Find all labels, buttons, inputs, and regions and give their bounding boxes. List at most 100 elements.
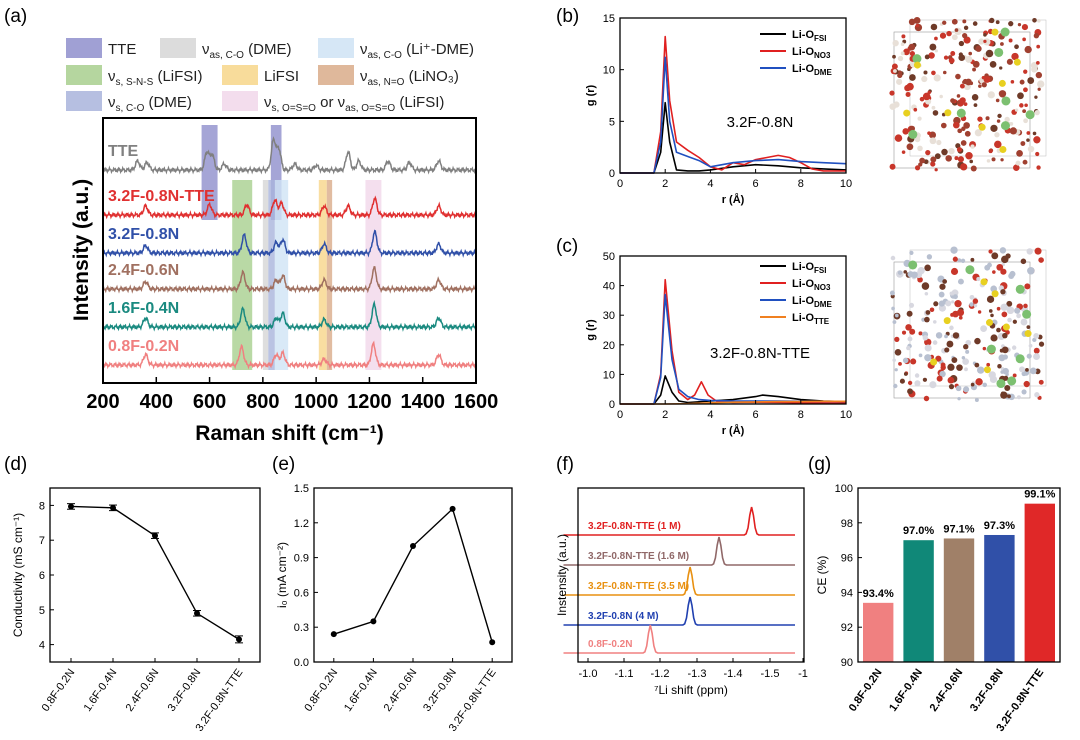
x-tick-label: 1.6F-0.4N: [887, 667, 925, 714]
x-tick-label: -1.4: [724, 668, 743, 680]
y-tick-label: 94: [841, 587, 853, 599]
x-tick-label: 2.4F-0.6N: [928, 667, 966, 714]
atom: [1006, 300, 1013, 307]
atom: [1017, 23, 1022, 27]
x-tick-label: 10: [840, 178, 852, 190]
atom: [934, 49, 938, 53]
atom: [931, 105, 936, 110]
atom: [959, 83, 965, 89]
atom: [997, 113, 1002, 119]
atom: [900, 51, 905, 56]
atom: [914, 165, 921, 171]
x-tick-label: 3.2F-0.8N: [421, 667, 459, 714]
atom: [892, 358, 896, 362]
x-tick-label: 3.2F-0.8N-TTE: [194, 667, 246, 734]
s-atom: [913, 61, 921, 69]
atom: [948, 147, 955, 155]
plot-frame-f: [577, 487, 805, 663]
panel-label-d: (d): [4, 454, 27, 475]
atom: [894, 336, 900, 342]
series-label: 3.2F-0.8N-TTE: [108, 188, 215, 205]
atom: [1014, 307, 1021, 314]
atom: [990, 313, 994, 318]
x-tick-label: 800: [246, 391, 279, 413]
atom: [973, 103, 978, 107]
legend-label: Li-ODME: [792, 63, 832, 77]
atom: [964, 130, 971, 137]
s-atom: [999, 146, 1007, 154]
x-tick-label: 0.8F-0.2N: [847, 667, 885, 714]
li-atom: [1007, 376, 1017, 386]
atom: [948, 57, 955, 64]
atom: [952, 310, 959, 318]
atom: [951, 18, 958, 25]
data-point: [370, 618, 377, 625]
atom: [1037, 80, 1045, 88]
atom: [1024, 103, 1028, 108]
atom: [975, 45, 982, 52]
atom: [989, 61, 997, 68]
atom: [1001, 311, 1008, 318]
atom: [938, 291, 945, 298]
x-tick-label: 1400: [400, 391, 445, 413]
atom: [970, 257, 975, 262]
atom: [1004, 116, 1010, 123]
x-tick-label: 3.2F-0.8N: [968, 667, 1006, 714]
atom: [889, 290, 895, 296]
panel-label-c: (c): [556, 236, 578, 257]
atom: [939, 283, 946, 290]
nmr-series: [563, 566, 795, 596]
atom: [946, 340, 954, 348]
bar-value-label: 97.0%: [903, 525, 934, 537]
series-label: 3.2F-0.8N: [108, 226, 179, 243]
raman-series-0.8F-0.2N: [102, 340, 477, 370]
atom: [983, 33, 987, 37]
y-axis-label: Intensity (a.u.): [70, 179, 93, 321]
atom: [1009, 122, 1014, 126]
atom: [930, 23, 938, 31]
atom: [906, 143, 914, 151]
atom: [984, 264, 991, 271]
x-tick-label: 1.6F-0.4N: [82, 667, 120, 714]
atom: [936, 139, 942, 146]
atom: [911, 271, 918, 279]
atom: [985, 49, 994, 58]
atom: [919, 96, 925, 102]
atom: [960, 258, 966, 264]
atom: [1026, 248, 1033, 255]
atom: [921, 282, 930, 290]
atom: [936, 375, 943, 382]
atom: [1033, 33, 1040, 39]
y-axis-label: Conductivity (mS cm⁻¹): [11, 513, 25, 637]
atom: [963, 25, 969, 31]
atom: [1011, 345, 1017, 350]
plot-frame-e: [313, 487, 513, 663]
legend-swatch: [222, 65, 258, 85]
atom: [1038, 341, 1045, 347]
x-tick-label: 6: [753, 409, 759, 421]
atom: [923, 395, 930, 402]
atom: [1032, 17, 1037, 23]
atom: [923, 70, 928, 75]
line-e: [333, 507, 493, 643]
atom: [932, 110, 939, 116]
atom: [906, 345, 911, 351]
atom: [1024, 283, 1031, 290]
x-tick-label: 0.8F-0.2N: [302, 667, 340, 714]
atom: [894, 348, 902, 356]
legend-label: TTE: [108, 41, 136, 58]
raman-band: [270, 125, 282, 220]
y-tick-label: 30: [603, 310, 615, 322]
atom: [1007, 317, 1012, 323]
x-tick-label: 4: [707, 178, 713, 190]
atom: [942, 70, 947, 75]
atom: [908, 302, 915, 308]
atom: [965, 339, 972, 346]
atom: [997, 364, 1002, 369]
atom: [894, 134, 903, 142]
li-atom: [1000, 121, 1010, 131]
atom: [1020, 258, 1027, 265]
plot-frame-a: [102, 117, 477, 384]
x-tick-label: 1600: [454, 391, 499, 413]
atom: [951, 34, 958, 41]
